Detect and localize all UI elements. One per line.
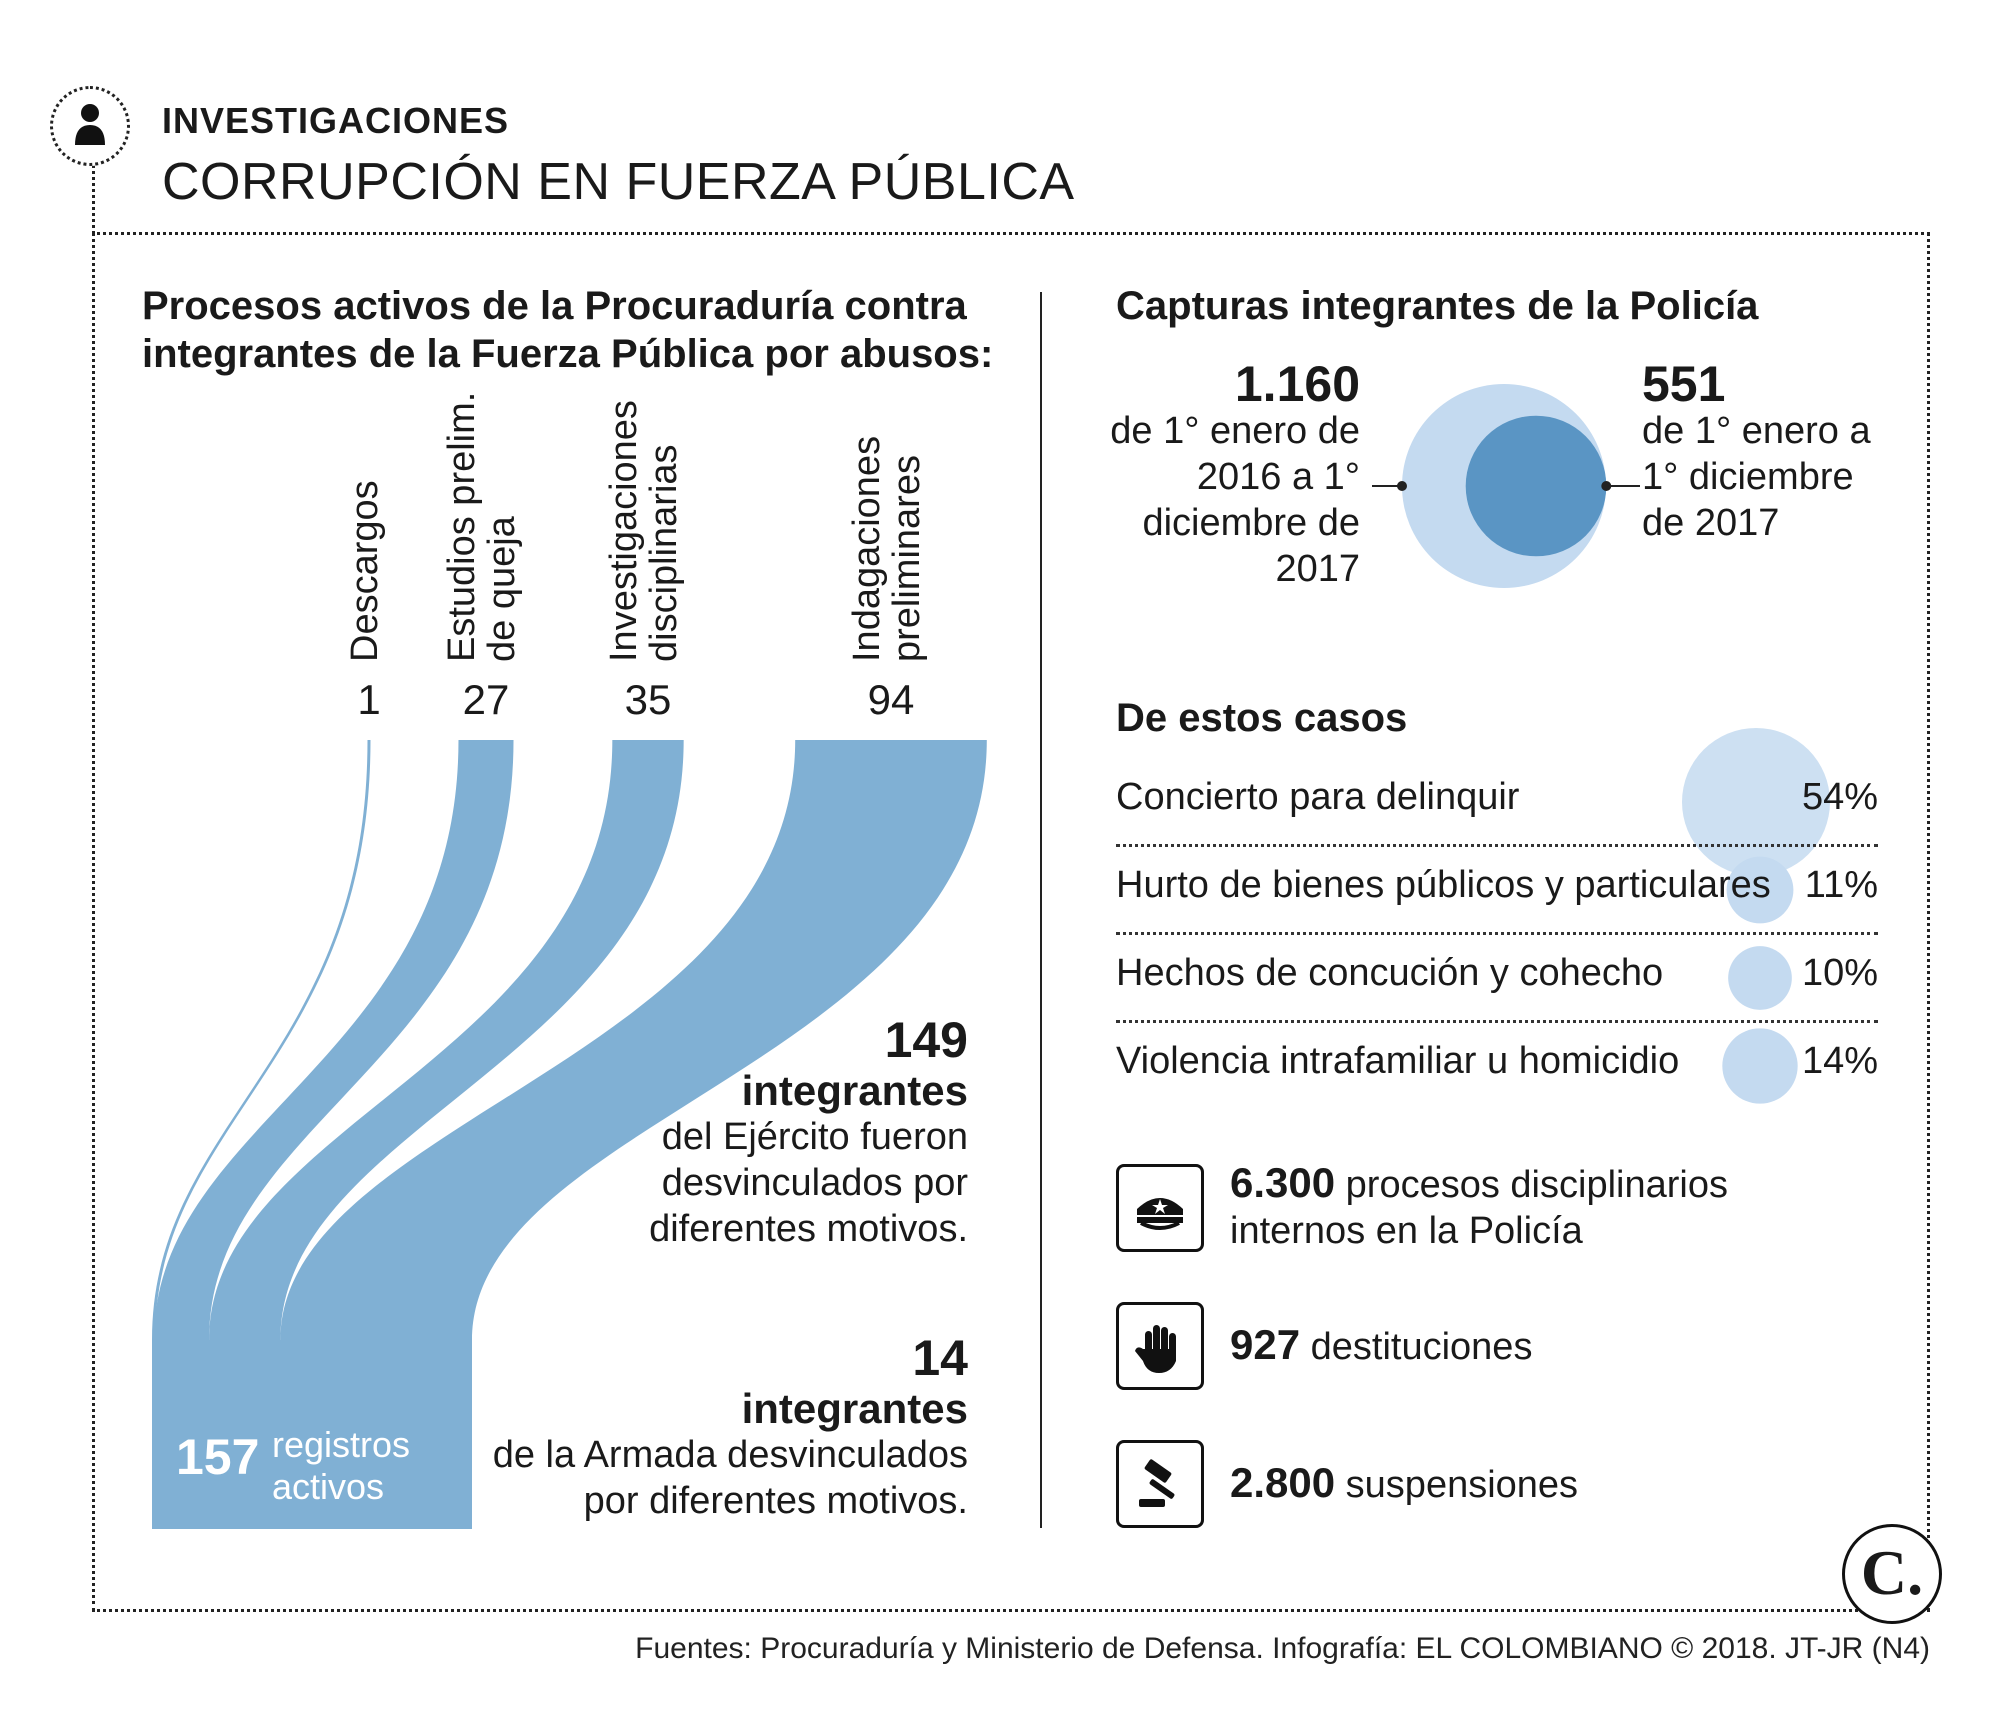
cases-heading: De estos casos <box>1116 696 1408 740</box>
sankey-flow-2 <box>154 740 514 1528</box>
army-stat: 149 integrantes del Ejército fueron desv… <box>649 1012 968 1252</box>
case-bubble <box>1722 1028 1798 1104</box>
navy-text-line1: de la Armada desvinculados <box>492 1434 968 1476</box>
case-bubble <box>1682 728 1830 876</box>
sankey-value-label: 94 <box>867 676 915 723</box>
navy-number: 14 <box>912 1330 968 1386</box>
case-label: Hechos de concución y cohecho <box>1116 952 1664 994</box>
capture-bubble-2017 <box>1465 415 1607 557</box>
case-row: Hurto de bienes públicos y particulares 1… <box>1116 846 1878 934</box>
captures-left-line3: diciembre de <box>1142 502 1360 544</box>
fact-text: 6.300 procesos disciplinarios internos en… <box>1230 1160 1728 1254</box>
fact-line: 6.300 procesos disciplinarios <box>1230 1160 1728 1208</box>
case-percent: 10% <box>1801 952 1878 994</box>
captures-right-line1: de 1° enero a <box>1642 410 1871 452</box>
case-separator <box>1116 1020 1878 1023</box>
person-icon <box>50 86 130 166</box>
army-word: integrantes <box>741 1067 968 1114</box>
total-label: registros activos <box>272 1424 410 1508</box>
el-colombiano-logo: C. <box>1842 1524 1942 1624</box>
source-credit: Fuentes: Procuraduría y Ministerio de De… <box>635 1632 1930 1665</box>
header-connector-line <box>92 158 98 234</box>
fact-number: 6.300 <box>1230 1159 1336 1206</box>
capture-leader-dot-right <box>1601 481 1612 491</box>
case-row: Violencia intrafamiliar u homicidio 14% <box>1116 1022 1878 1110</box>
sankey-value-label: 27 <box>462 676 510 723</box>
case-label: Concierto para delinquir <box>1116 776 1520 818</box>
fact-text: 927 destituciones <box>1230 1322 1532 1370</box>
case-row: Concierto para delinquir 54% <box>1116 758 1878 846</box>
case-separator <box>1116 844 1878 847</box>
case-label: Violencia intrafamiliar u homicidio <box>1116 1040 1680 1082</box>
army-text-line2: desvinculados por <box>661 1162 968 1204</box>
navy-word: integrantes <box>741 1385 968 1432</box>
sankey-total-bar <box>152 1340 472 1529</box>
police-cap-icon <box>1116 1164 1204 1252</box>
fact-label: destituciones <box>1310 1326 1533 1368</box>
page-title: CORRUPCIÓN EN FUERZA PÚBLICA <box>162 153 1075 211</box>
navy-text-line2: por diferentes motivos. <box>583 1480 968 1522</box>
kicker: INVESTIGACIONES <box>162 100 510 141</box>
left-heading-line2: integrantes de la Fuerza Pública por abu… <box>142 332 994 376</box>
total-label-line2: activos <box>272 1466 385 1507</box>
sankey-flow-4 <box>280 740 987 1528</box>
captures-left-number: 1.160 <box>1234 356 1360 412</box>
case-percent: 11% <box>1804 864 1878 906</box>
fact-text: 2.800 suspensiones <box>1230 1460 1578 1508</box>
total-label-line1: registros <box>272 1424 411 1465</box>
army-number: 149 <box>884 1012 968 1068</box>
sankey-value-label: 1 <box>357 676 381 723</box>
fact-label: procesos disciplinarios <box>1345 1164 1728 1206</box>
gavel-icon <box>1116 1440 1204 1528</box>
total-number: 157 <box>176 1429 260 1485</box>
sankey-value-label: 35 <box>624 676 672 723</box>
content-frame <box>92 232 1930 1612</box>
column-divider <box>1040 292 1042 1528</box>
fact-number: 927 <box>1230 1321 1301 1368</box>
captures-right-text: 551 de 1° enero a 1° diciembre de 2017 <box>1642 356 1962 546</box>
sankey-flow-3 <box>209 740 684 1528</box>
case-bubble <box>1726 856 1794 924</box>
case-percent: 54% <box>1801 776 1878 818</box>
fact-line: 927 destituciones <box>1230 1322 1532 1370</box>
captures-left-text: 1.160 de 1° enero de 2016 a 1° diciembre… <box>1040 356 1360 592</box>
left-heading-line1: Procesos activos de la Procuraduría cont… <box>142 284 967 328</box>
case-label: Hurto de bienes públicos y particulares <box>1116 864 1771 906</box>
case-bubble <box>1728 946 1792 1010</box>
army-text-line1: del Ejército fueron <box>661 1116 968 1158</box>
left-heading: Procesos activos de la Procuraduría cont… <box>142 282 1022 378</box>
hand-stop-icon <box>1116 1302 1204 1390</box>
captures-right-line3: de 2017 <box>1642 502 1780 544</box>
fact-label: suspensiones <box>1345 1464 1579 1506</box>
case-row: Hechos de concución y cohecho 10% <box>1116 934 1878 1022</box>
case-percent: 14% <box>1801 1040 1878 1082</box>
fact-line: 2.800 suspensiones <box>1230 1460 1578 1508</box>
captures-left-line4: 2017 <box>1275 548 1360 590</box>
case-separator <box>1116 932 1878 935</box>
fact-number: 2.800 <box>1230 1459 1336 1506</box>
captures-left-line2: 2016 a 1° <box>1196 456 1360 498</box>
captures-right-line2: 1° diciembre <box>1642 456 1854 498</box>
navy-stat: 14 integrantes de la Armada desvinculado… <box>493 1330 968 1524</box>
captures-heading: Capturas integrantes de la Policía <box>1116 284 1759 328</box>
capture-leader-dot-left <box>1397 481 1407 491</box>
army-text-line3: diferentes motivos. <box>649 1208 968 1250</box>
captures-right-number: 551 <box>1642 356 1726 412</box>
fact-label-line2: internos en la Policía <box>1230 1210 1583 1252</box>
captures-left-line1: de 1° enero de <box>1110 410 1360 452</box>
